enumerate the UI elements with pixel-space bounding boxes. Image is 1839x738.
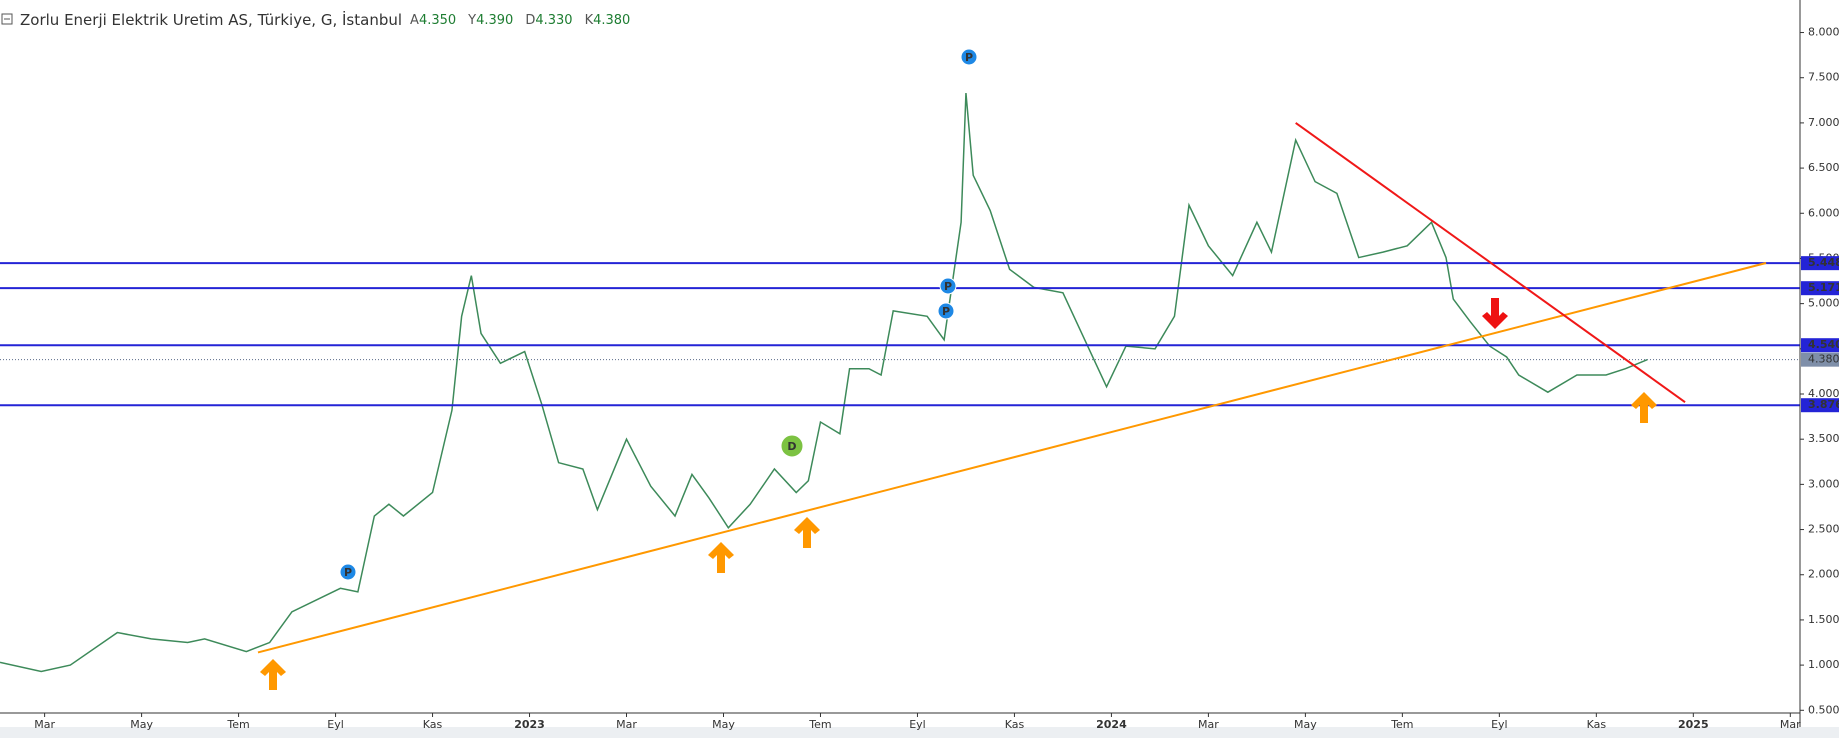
y-tick-label: 5.000 xyxy=(1808,297,1839,310)
y-tick-label: 3.000 xyxy=(1808,477,1839,490)
level-label: 4.540 xyxy=(1808,338,1839,351)
signal-arrow xyxy=(1482,298,1508,329)
event-badge-label: P xyxy=(942,305,950,318)
x-tick-label: Tem xyxy=(1390,718,1413,731)
y-tick-label: 7.500 xyxy=(1808,71,1839,84)
x-tick-label: May xyxy=(1294,718,1317,731)
x-tick-label: May xyxy=(712,718,735,731)
y-tick-label: 3.500 xyxy=(1808,432,1839,445)
x-tick-label: May xyxy=(130,718,153,731)
y-tick-label: 4.000 xyxy=(1808,387,1839,400)
ohlc-value: 4.350 xyxy=(419,13,456,28)
level-label-box xyxy=(1801,398,1839,413)
y-tick-label: 0.500 xyxy=(1808,703,1839,716)
level-label-box xyxy=(1801,338,1839,353)
x-tick-label: Mar xyxy=(616,718,637,731)
ohlc-key: Y xyxy=(467,13,476,28)
signal-arrow xyxy=(1631,392,1657,423)
x-tick-label: 2024 xyxy=(1096,718,1127,731)
level-label: 3.876 xyxy=(1808,398,1839,411)
y-tick-label: 2.500 xyxy=(1808,523,1839,536)
x-tick-label: Kas xyxy=(1587,718,1607,731)
y-tick-label: 6.000 xyxy=(1808,206,1839,219)
event-badge-label: P xyxy=(944,280,952,293)
x-tick-label: Mar xyxy=(1198,718,1219,731)
x-tick-label: Tem xyxy=(226,718,249,731)
signal-arrow xyxy=(260,659,286,690)
ohlc-key: A xyxy=(410,13,419,28)
event-badge-label: P xyxy=(344,566,352,579)
level-label: 5.448 xyxy=(1808,256,1839,269)
collapse-icon[interactable] xyxy=(1,13,13,25)
bottom-strip xyxy=(0,727,1839,738)
y-tick-label: 2.000 xyxy=(1808,568,1839,581)
last-price-box xyxy=(1801,352,1839,367)
price-line xyxy=(0,93,1648,673)
level-label: 5.171 xyxy=(1808,281,1839,294)
y-tick-label: 1.500 xyxy=(1808,613,1839,626)
event-badge-label: P xyxy=(965,51,973,64)
level-label-box xyxy=(1801,256,1839,271)
x-tick-label: Eyl xyxy=(909,718,926,731)
event-badge-label: D xyxy=(787,440,796,453)
last-price-label: 4.380 xyxy=(1808,353,1839,366)
x-tick-label: Eyl xyxy=(327,718,344,731)
plot xyxy=(0,93,1800,673)
level-label-box xyxy=(1801,281,1839,296)
y-tick-label: 6.500 xyxy=(1808,161,1839,174)
x-tick-label: Mar xyxy=(34,718,55,731)
x-tick-label: Eyl xyxy=(1491,718,1508,731)
x-tick-label: Tem xyxy=(808,718,831,731)
ohlc-key: K xyxy=(585,13,594,28)
y-tick-label: 1.000 xyxy=(1808,658,1839,671)
event-badge xyxy=(339,563,357,581)
x-tick-label: Kas xyxy=(1005,718,1025,731)
signal-arrow xyxy=(708,542,734,573)
ohlc-value: 4.390 xyxy=(476,13,513,28)
event-badge xyxy=(937,302,955,320)
x-tick-label: Kas xyxy=(423,718,443,731)
event-badge xyxy=(960,48,978,66)
event-badge xyxy=(780,434,804,458)
ohlc-value: 4.330 xyxy=(535,13,572,28)
ohlc-value: 4.380 xyxy=(593,13,630,28)
header: Zorlu Enerji Elektrik Uretim AS, Türkiye… xyxy=(20,10,630,29)
signal-arrow xyxy=(794,517,820,548)
trendline xyxy=(257,262,1767,654)
event-badge xyxy=(939,277,957,295)
x-tick-label: Mar xyxy=(1780,718,1801,731)
y-tick-label: 8.000 xyxy=(1808,26,1839,39)
y-tick-label: 7.000 xyxy=(1808,116,1839,129)
x-tick-label: 2023 xyxy=(514,718,545,731)
symbol-title: Zorlu Enerji Elektrik Uretim AS, Türkiye… xyxy=(20,10,402,29)
ohlc-key: D xyxy=(525,13,535,28)
trendline xyxy=(1295,122,1686,403)
x-tick-label: 2025 xyxy=(1678,718,1709,731)
